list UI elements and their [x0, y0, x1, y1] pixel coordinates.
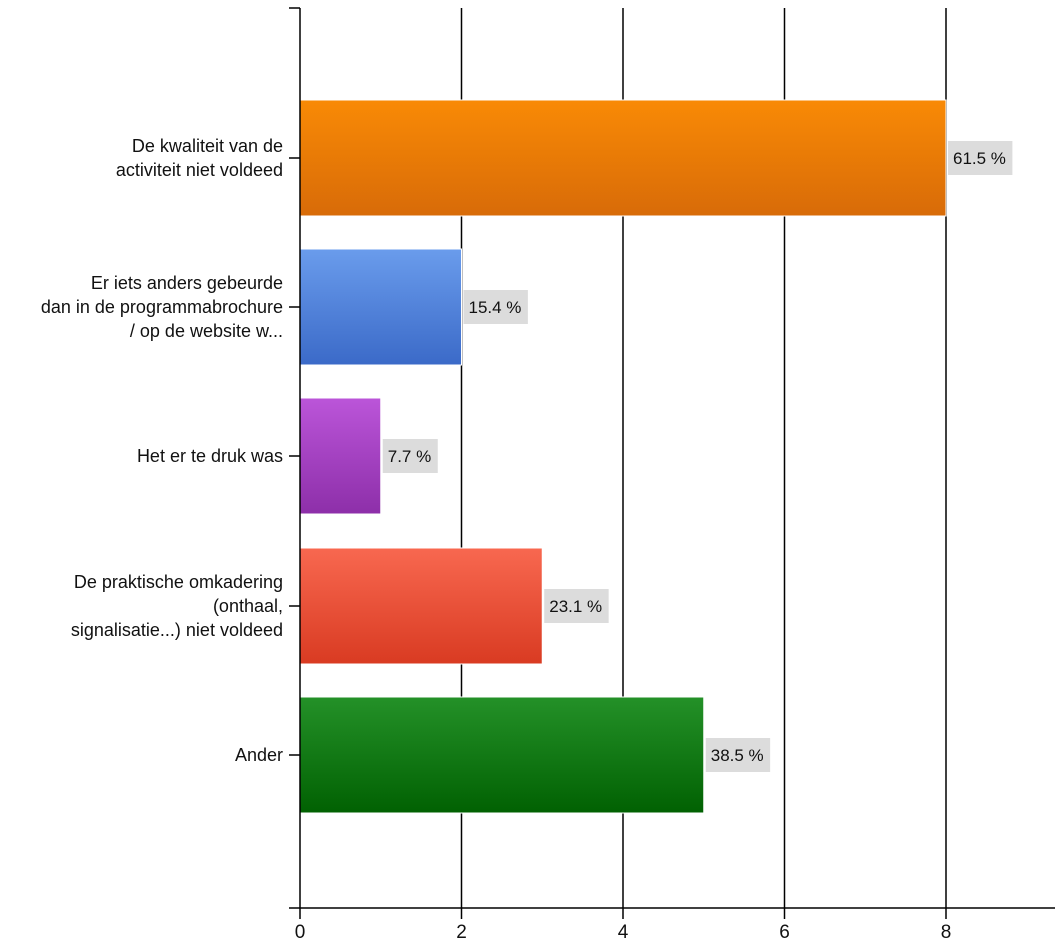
category-label: Ander [235, 745, 283, 765]
x-axis-ticks: 0 2 4 6 8 [289, 157, 952, 943]
x-tick-label: 4 [618, 922, 629, 943]
data-label: 61.5 % [953, 149, 1006, 168]
data-labels: 61.5 % 15.4 % 7.7 % 23.1 % 38.5 % [382, 141, 1013, 772]
category-label: De kwaliteit van de activiteit niet volde… [116, 136, 283, 180]
x-tick-label: 0 [295, 922, 306, 943]
bars [299, 99, 947, 814]
bar [299, 397, 382, 515]
data-label-box [382, 439, 438, 473]
bar [299, 99, 947, 217]
data-label-box [544, 589, 609, 623]
data-label: 15.4 % [469, 298, 522, 317]
category-label: De praktische omkadering (onthaal, signali… [71, 572, 283, 640]
data-label: 38.5 % [711, 746, 764, 765]
data-label-box [463, 290, 528, 324]
data-label: 7.7 % [388, 447, 431, 466]
y-axis-labels: De kwaliteit van de activiteit niet volde… [41, 136, 283, 765]
data-label-box [705, 738, 771, 772]
x-tick-label: 2 [456, 922, 467, 943]
data-label-box [948, 141, 1013, 175]
bar [299, 696, 705, 814]
category-label: Er iets anders gebeurde dan in de program… [41, 273, 283, 341]
data-label: 23.1 % [549, 597, 602, 616]
bar [299, 248, 462, 366]
category-label: Het er te druk was [137, 446, 283, 466]
x-tick-label: 6 [779, 922, 790, 943]
x-tick-label: 8 [941, 922, 952, 943]
bar [299, 547, 543, 665]
